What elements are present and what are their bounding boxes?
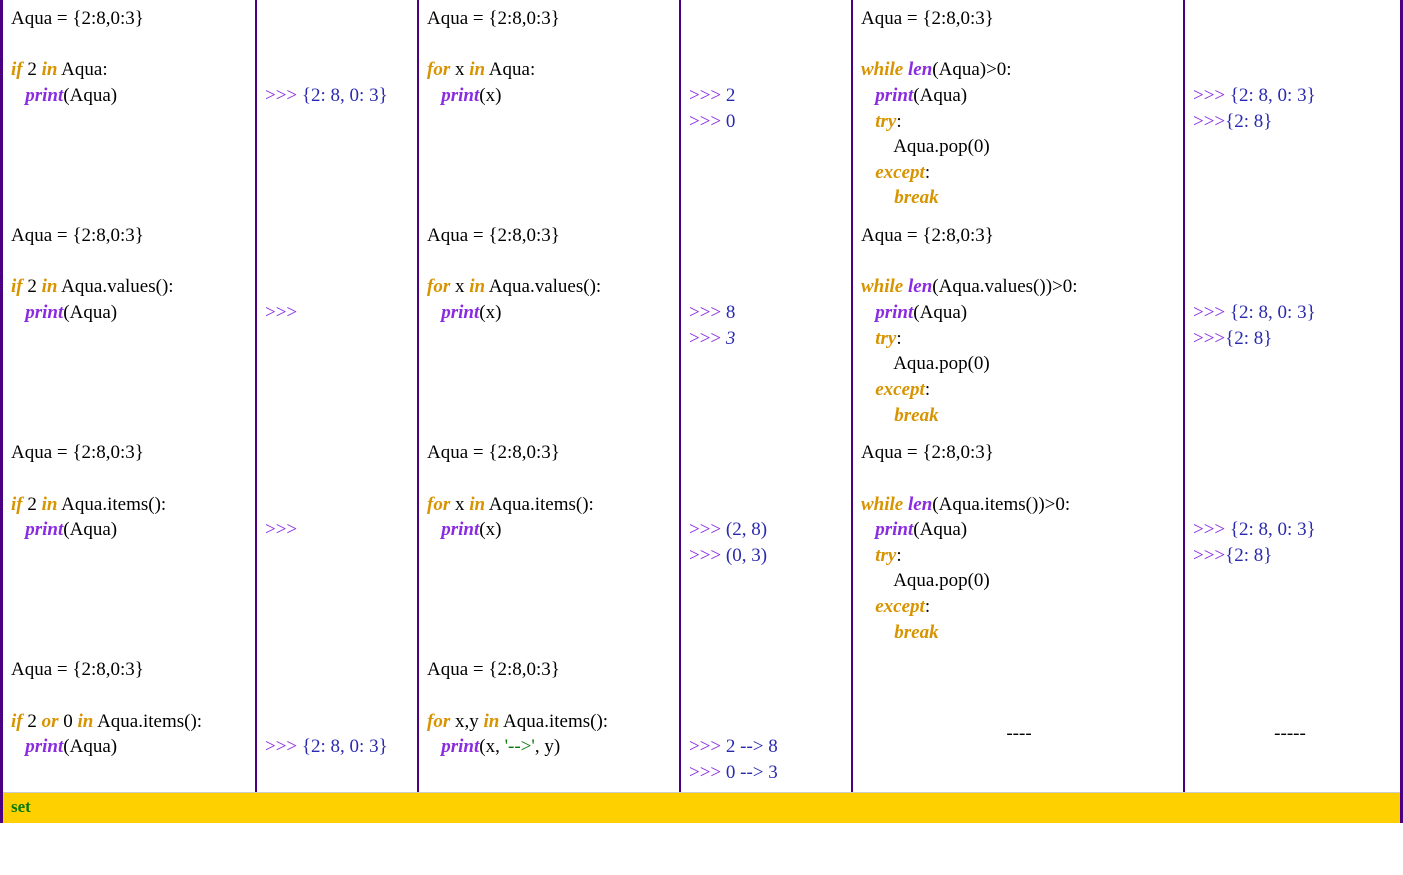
section-footer-set: set <box>3 792 1400 823</box>
output-cell: >>> {2: 8, 0: 3} >>>{2: 8} <box>1183 434 1393 651</box>
code-comparison-table: Aqua = {2:8,0:3} if 2 in Aqua: print(Aqu… <box>0 0 1403 823</box>
output-cell: >>> 2 >>> 0 <box>679 0 851 217</box>
keyword-for: for <box>427 59 450 80</box>
footer-label: set <box>11 797 31 816</box>
output-cell: >>> {2: 8, 0: 3} <box>255 651 417 791</box>
keyword-if: if <box>11 59 23 80</box>
string-literal: '-->' <box>505 736 535 757</box>
code-cell-for-values: Aqua = {2:8,0:3} for x in Aqua.values():… <box>417 217 679 434</box>
keyword-in: in <box>42 59 58 80</box>
keyword-in: in <box>469 59 485 80</box>
code-cell-while-values: Aqua = {2:8,0:3} while len(Aqua.values()… <box>851 217 1183 434</box>
keyword-try: try <box>875 111 896 132</box>
output-cell: >>> {2: 8, 0: 3} >>>{2: 8} <box>1183 0 1393 217</box>
code-cell-if-keys: Aqua = {2:8,0:3} if 2 in Aqua: print(Aqu… <box>3 0 255 217</box>
code-cell-for-items: Aqua = {2:8,0:3} for x in Aqua.items(): … <box>417 434 679 651</box>
keyword-or: or <box>42 711 59 732</box>
output-value: {2: 8, 0: 3} <box>302 85 388 106</box>
keyword-except: except <box>875 162 925 183</box>
code-cell-for-keys: Aqua = {2:8,0:3} for x in Aqua: print(x) <box>417 0 679 217</box>
function-len: len <box>908 59 932 80</box>
output-cell-empty: >>> <box>255 217 417 434</box>
code-cell-if-items: Aqua = {2:8,0:3} if 2 in Aqua.items(): p… <box>3 434 255 651</box>
output-cell: >>> {2: 8, 0: 3} <box>255 0 417 217</box>
code-cell-while-items: Aqua = {2:8,0:3} while len(Aqua.items())… <box>851 434 1183 651</box>
code-cell-if-values: Aqua = {2:8,0:3} if 2 in Aqua.values(): … <box>3 217 255 434</box>
code-line: Aqua = {2:8,0:3} <box>11 8 144 29</box>
code-cell-for-xy-items: Aqua = {2:8,0:3} for x,y in Aqua.items()… <box>417 651 679 791</box>
output-cell: >>> 2 --> 8 >>> 0 --> 3 <box>679 651 851 791</box>
keyword-break: break <box>894 187 938 208</box>
keyword-while: while <box>861 59 903 80</box>
output-cell: >>> (2, 8) >>> (0, 3) <box>679 434 851 651</box>
output-cell: >>> {2: 8, 0: 3} >>>{2: 8} <box>1183 217 1393 434</box>
grid-container: Aqua = {2:8,0:3} if 2 in Aqua: print(Aqu… <box>3 0 1400 792</box>
code-cell-while-keys: Aqua = {2:8,0:3} while len(Aqua)>0: prin… <box>851 0 1183 217</box>
placeholder-cell: ----- <box>1183 651 1393 791</box>
output-prompt: >>> <box>265 85 302 106</box>
output-cell: >>> 8 >>> 3 <box>679 217 851 434</box>
placeholder-cell: ---- <box>851 651 1183 791</box>
output-cell-empty: >>> <box>255 434 417 651</box>
function-print: print <box>25 85 63 106</box>
code-cell-if-or-items: Aqua = {2:8,0:3} if 2 or 0 in Aqua.items… <box>3 651 255 791</box>
